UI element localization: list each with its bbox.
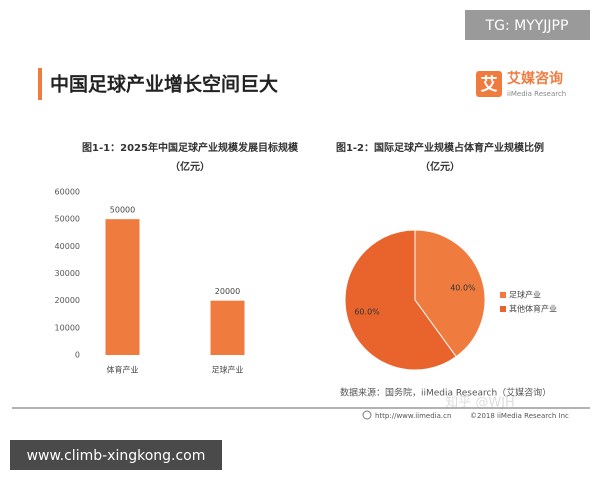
chart-title: 图1-2：国际足球产业规模占体育产业规模比例: [336, 141, 544, 154]
logo-mark: 艾: [481, 74, 498, 95]
globe-icon: [362, 410, 372, 420]
value-label: 50000: [110, 206, 135, 215]
legend-label: 足球产业: [509, 290, 541, 300]
pie-slice: [344, 229, 457, 371]
bar: [105, 219, 140, 355]
x-tick-label: 足球产业: [212, 365, 244, 375]
y-tick-label: 10000: [55, 323, 80, 332]
bar: [210, 300, 245, 355]
y-tick-label: 60000: [55, 188, 80, 197]
footer-copyright: ©2018 iiMedia Research Inc: [470, 412, 569, 420]
footer-url: http://www.iimedia.cn: [375, 412, 451, 420]
chart-subtitle: （亿元）: [420, 160, 460, 173]
watermark-top: TG: MYYJJPP: [485, 18, 569, 34]
watermark-bottom: www.climb-xingkong.com: [27, 448, 206, 464]
logo-mark-bg: [476, 71, 502, 97]
y-tick-label: 50000: [55, 215, 80, 224]
header-title: 中国足球产业增长空间巨大: [50, 73, 278, 96]
watermark-bottom-box: [10, 440, 222, 470]
value-label: 40.0%: [450, 284, 476, 293]
logo-name: 艾媒咨询: [507, 70, 563, 87]
y-tick-label: 20000: [55, 296, 80, 305]
legend-swatch: [500, 306, 506, 312]
value-label: 20000: [215, 287, 240, 296]
x-tick-label: 体育产业: [107, 365, 139, 375]
legend-swatch: [500, 292, 506, 298]
pie-slice: [414, 229, 486, 358]
chart-subtitle: （亿元）: [170, 160, 210, 173]
chart-title: 图1-1：2025年中国足球产业规模发展目标规模: [82, 141, 299, 154]
y-tick-label: 0: [75, 351, 80, 360]
logo-sub: iiMedia Research: [507, 90, 566, 98]
header-accent: [38, 68, 42, 100]
source: 数据来源：国务院，iiMedia Research（艾媒咨询）: [340, 387, 551, 399]
y-tick-label: 30000: [55, 269, 80, 278]
y-tick-label: 40000: [55, 242, 80, 251]
watermark-middle: 知乎 @WJH: [445, 395, 515, 411]
watermark-box: [465, 10, 590, 40]
legend-label: 其他体育产业: [509, 304, 557, 314]
value-label: 60.0%: [354, 307, 380, 316]
